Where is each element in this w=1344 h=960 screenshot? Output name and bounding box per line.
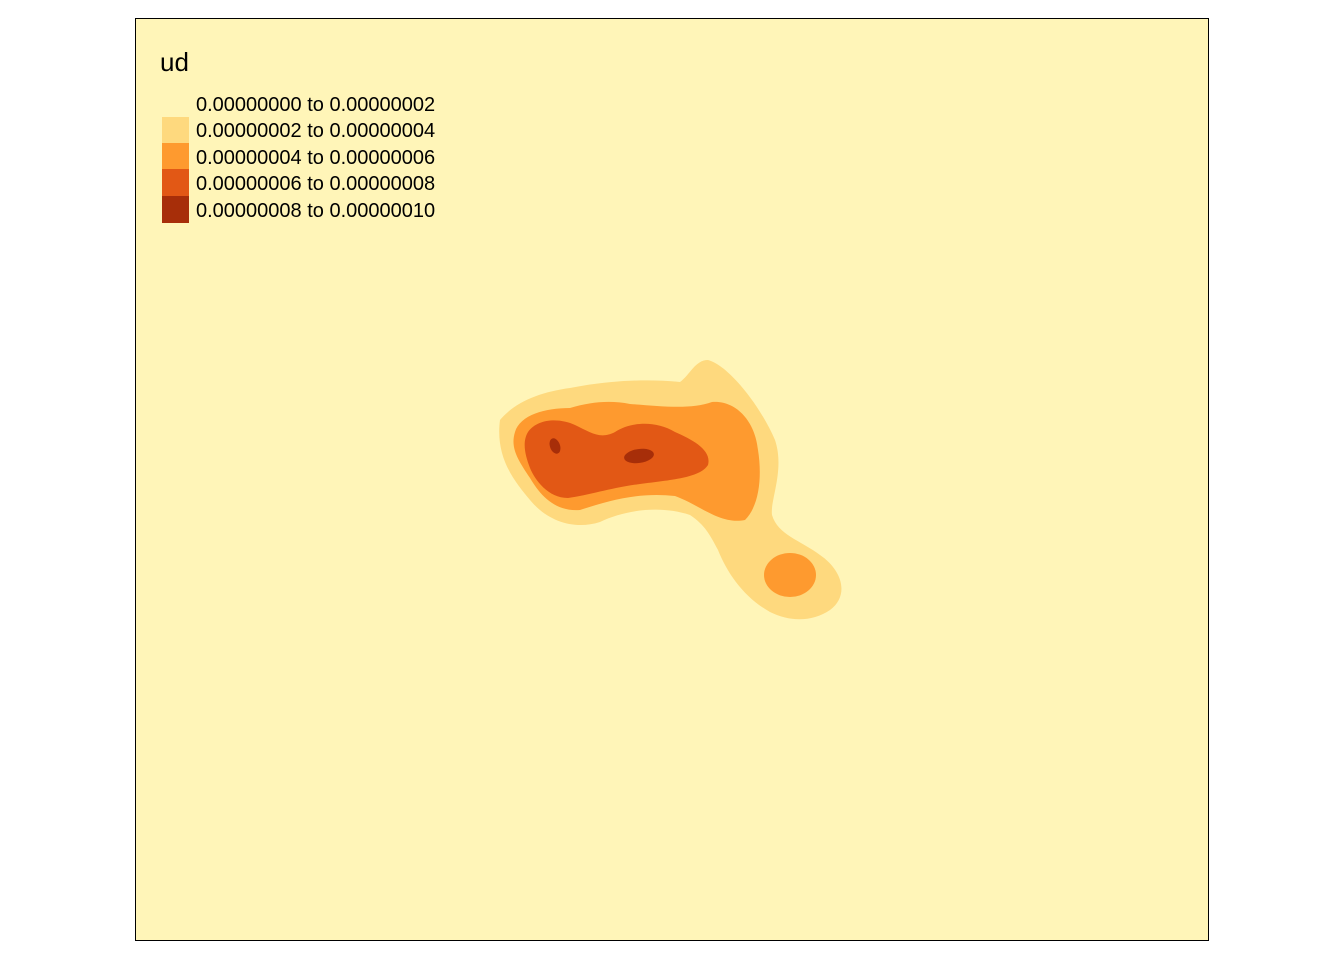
legend-swatch xyxy=(162,169,189,196)
legend-label: 0.00000000 to 0.00000002 xyxy=(196,94,435,116)
legend-title: ud xyxy=(160,47,189,77)
legend-item: 0.00000000 to 0.00000002 xyxy=(162,91,435,117)
legend-label: 0.00000002 to 0.00000004 xyxy=(196,120,435,142)
density-peak-west xyxy=(549,438,561,454)
legend-swatch xyxy=(162,196,189,223)
legend-label: 0.00000008 to 0.00000010 xyxy=(196,200,435,222)
density-zone-class-3-south xyxy=(764,553,816,597)
legend-swatch xyxy=(162,143,189,169)
legend-item: 0.00000008 to 0.00000010 xyxy=(162,196,435,223)
legend-swatch xyxy=(162,91,189,117)
density-zone-class-4 xyxy=(524,420,709,498)
legend-label: 0.00000006 to 0.00000008 xyxy=(196,173,435,195)
legend: ud 0.00000000 to 0.00000002 0.00000002 t… xyxy=(160,47,435,223)
legend-item: 0.00000004 to 0.00000006 xyxy=(162,143,435,169)
legend-item: 0.00000006 to 0.00000008 xyxy=(162,169,435,196)
legend-swatch xyxy=(162,117,189,143)
legend-label: 0.00000004 to 0.00000006 xyxy=(196,147,435,169)
density-peak-central xyxy=(624,448,654,464)
legend-item: 0.00000002 to 0.00000004 xyxy=(162,117,435,143)
